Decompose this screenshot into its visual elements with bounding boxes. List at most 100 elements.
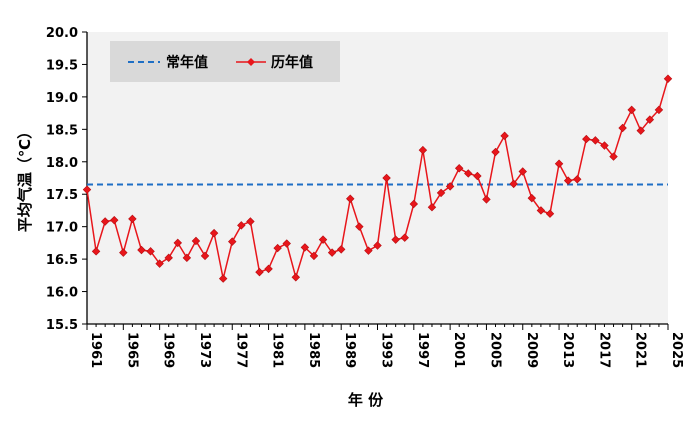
data-point <box>282 239 291 248</box>
data-point <box>545 209 555 218</box>
data-point <box>454 164 464 173</box>
data-point <box>237 221 246 230</box>
data-point <box>536 206 546 215</box>
data-point <box>91 247 101 256</box>
x-tick-label: 2013 <box>560 332 575 368</box>
data-point <box>373 241 382 250</box>
data-point <box>82 185 92 194</box>
data-point <box>336 245 346 254</box>
data-point <box>291 273 301 282</box>
data-point <box>100 217 110 226</box>
data-point <box>409 199 419 209</box>
x-axis-title: 年 份 <box>348 391 384 409</box>
data-point <box>191 236 201 246</box>
data-point <box>527 193 537 203</box>
y-tick-label: 17.5 <box>46 188 78 203</box>
data-point <box>427 202 437 212</box>
data-point <box>364 246 373 255</box>
data-point <box>445 182 455 191</box>
y-tick-label: 16.5 <box>46 253 78 268</box>
data-point <box>327 248 337 257</box>
x-tick-label: 1997 <box>415 332 430 368</box>
data-point <box>346 194 355 203</box>
data-point <box>173 238 183 248</box>
data-point <box>209 228 219 238</box>
x-tick-label: 2009 <box>524 332 539 368</box>
x-tick-label: 2017 <box>596 332 611 368</box>
data-point <box>563 176 573 185</box>
y-tick-label: 17.0 <box>46 221 78 236</box>
data-point <box>137 245 146 255</box>
data-point <box>618 123 627 133</box>
data-point <box>228 237 237 246</box>
data-point <box>382 173 391 183</box>
data-point <box>418 145 428 155</box>
data-point <box>218 274 228 283</box>
legend-marker-yearly <box>247 58 255 66</box>
y-tick-label: 18.0 <box>46 156 78 171</box>
data-point <box>146 247 155 256</box>
x-tick-label: 1961 <box>88 332 103 368</box>
data-point <box>355 222 364 231</box>
data-point <box>300 243 310 252</box>
x-tick-label: 2001 <box>451 332 466 368</box>
data-point <box>246 217 255 226</box>
data-point <box>436 188 446 198</box>
y-tick-label: 16.0 <box>46 286 78 301</box>
data-point <box>464 169 473 178</box>
data-point <box>255 267 264 277</box>
data-point <box>509 179 518 189</box>
data-point <box>654 105 664 115</box>
x-tick-label: 2025 <box>669 332 684 368</box>
x-tick-label: 1985 <box>306 332 321 368</box>
x-tick-label: 1981 <box>270 332 285 368</box>
data-point <box>582 134 591 144</box>
data-point <box>391 235 400 244</box>
data-point <box>518 167 527 176</box>
data-point <box>645 115 655 124</box>
data-point <box>600 141 609 150</box>
data-point <box>473 171 482 181</box>
x-tick-label: 1993 <box>379 332 394 368</box>
data-point <box>128 214 137 224</box>
data-point <box>554 159 564 168</box>
x-tick-label: 1989 <box>342 332 357 368</box>
x-tick-label: 1969 <box>161 332 176 368</box>
legend-label-normal: 常年值 <box>166 54 208 71</box>
data-point <box>182 253 192 263</box>
y-tick-label: 20.0 <box>46 26 78 41</box>
x-tick-label: 1977 <box>233 332 248 368</box>
x-tick-label: 1973 <box>197 332 212 368</box>
legend: 常年值 历年值 <box>110 41 340 82</box>
data-point <box>164 253 173 263</box>
data-point <box>572 175 582 184</box>
x-tick-label: 2005 <box>487 332 502 368</box>
data-point <box>110 215 119 225</box>
data-point <box>627 105 636 115</box>
y-tick-label: 18.5 <box>46 123 78 138</box>
data-point <box>591 136 600 145</box>
data-point <box>119 248 128 257</box>
data-point <box>155 259 164 268</box>
data-point <box>491 147 500 157</box>
y-tick-label: 19.0 <box>46 91 78 106</box>
x-tick-label: 1965 <box>124 332 139 368</box>
y-axis-title: 平均气温（℃） <box>16 124 34 232</box>
y-tick-label: 19.5 <box>46 58 78 73</box>
data-point <box>609 152 618 161</box>
legend-label-yearly: 历年值 <box>271 54 313 71</box>
data-point <box>273 243 282 253</box>
data-point <box>318 235 328 244</box>
data-point <box>482 195 491 204</box>
data-point <box>264 264 273 274</box>
data-point <box>400 233 409 242</box>
data-point <box>663 74 673 83</box>
y-tick-label: 15.5 <box>46 318 78 333</box>
data-point <box>636 126 645 135</box>
x-tick-label: 2021 <box>633 332 648 368</box>
data-point <box>200 251 210 261</box>
data-point <box>500 131 509 141</box>
data-point <box>309 251 319 261</box>
